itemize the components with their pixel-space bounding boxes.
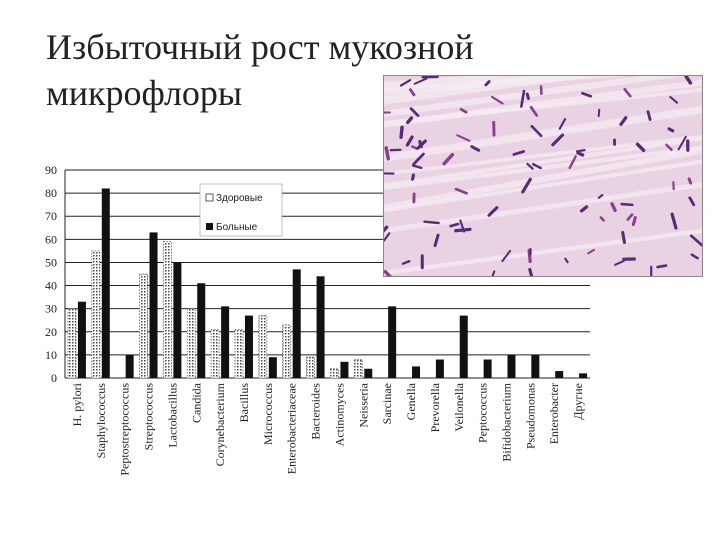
bar-healthy [162, 241, 172, 379]
x-tick-label: Corynebacterium [213, 382, 227, 466]
bar-sick [364, 368, 373, 378]
x-tick-label: Sarcinae [380, 383, 394, 424]
y-tick-label: 40 [45, 279, 57, 293]
bar-healthy [67, 308, 77, 379]
micrograph-icon [384, 76, 702, 276]
bar-sick [507, 354, 516, 378]
bar-sick [244, 315, 253, 378]
bar-sick [197, 283, 206, 378]
bar-healthy [353, 359, 363, 379]
bar-sick [268, 357, 277, 378]
legend-swatch-healthy [205, 193, 214, 202]
bar-sick [292, 269, 301, 378]
x-tick-label: Staphylococcus [94, 383, 108, 459]
legend-label-healthy: Здоровые [216, 193, 263, 204]
x-tick-label: Pseudomonas [523, 383, 537, 449]
y-tick-label: 80 [45, 186, 57, 200]
bar-healthy [91, 250, 101, 379]
bar-sick [412, 366, 421, 378]
bar-healthy [306, 356, 315, 379]
x-tick-label: Neisseria [356, 382, 370, 427]
bar-sick [531, 354, 540, 378]
x-tick-label: Другие [571, 383, 585, 420]
legend-swatch-sick [206, 223, 213, 230]
micrograph-image [383, 75, 703, 277]
y-tick-label: 0 [51, 371, 57, 385]
x-tick-label: Lactobacillus [165, 383, 179, 448]
x-tick-label: Veilonella [452, 382, 466, 431]
bar-sick [221, 306, 230, 378]
y-tick-label: 60 [45, 232, 57, 246]
x-tick-label: H. pylori [70, 382, 84, 426]
x-tick-label: Peptococcus [476, 383, 490, 443]
x-tick-label: Micrococcus [261, 383, 275, 445]
y-tick-label: 90 [45, 163, 57, 177]
bar-healthy [210, 329, 220, 379]
slide-title-line-2: микрофлоры [46, 73, 243, 113]
x-tick-label: Streptococcus [142, 383, 156, 451]
y-tick-label: 70 [45, 209, 57, 223]
bar-sick [555, 371, 564, 378]
bar-sick [459, 315, 468, 378]
bar-healthy [330, 368, 339, 379]
x-tick-label: Bacteroides [309, 383, 323, 440]
x-tick-label: Candida [189, 382, 203, 423]
bar-healthy [139, 273, 148, 379]
legend-label-sick: Больные [216, 222, 258, 233]
legend-box [199, 183, 283, 237]
x-tick-label: Enterobacteriaceae [285, 383, 299, 474]
bar-healthy [258, 315, 268, 379]
bar-sick [125, 354, 134, 378]
bar-healthy [282, 324, 292, 379]
bar-sick [149, 232, 158, 378]
y-tick-label: 50 [45, 255, 57, 269]
x-tick-label: Enterobacter [547, 383, 561, 444]
x-tick-label: Peptostreptococcus [118, 383, 132, 476]
slide-title-line-1: Избыточный рост мукозной [46, 27, 474, 67]
bar-sick [483, 359, 492, 378]
y-tick-label: 20 [45, 325, 57, 339]
bar-sick [173, 262, 182, 378]
y-tick-label: 10 [45, 348, 57, 362]
bar-sick [340, 361, 349, 378]
bar-healthy [234, 329, 244, 379]
bar-sick [316, 276, 325, 378]
x-tick-label: Bifidobacterium [499, 382, 513, 461]
bar-healthy [186, 308, 196, 379]
bar-sick [435, 359, 444, 378]
chart-bars [67, 188, 588, 379]
x-tick-label: Bacillus [237, 383, 251, 423]
x-tick-label: Prevorella [428, 382, 442, 432]
bar-sick [388, 306, 397, 378]
slide-title: Избыточный рост мукозной микрофлоры [46, 24, 566, 116]
chart-axes: 0 10 20 30 40 50 60 70 80 90 H. pylori Staphylococc… [45, 163, 585, 476]
x-tick-label: Genella [404, 382, 418, 420]
bar-sick [579, 373, 588, 378]
bar-sick [101, 188, 110, 378]
x-tick-label: Actinomyces [332, 383, 346, 447]
chart-legend: Здоровые Больные [199, 183, 283, 237]
bar-sick [77, 301, 86, 378]
y-tick-label: 30 [45, 302, 57, 316]
